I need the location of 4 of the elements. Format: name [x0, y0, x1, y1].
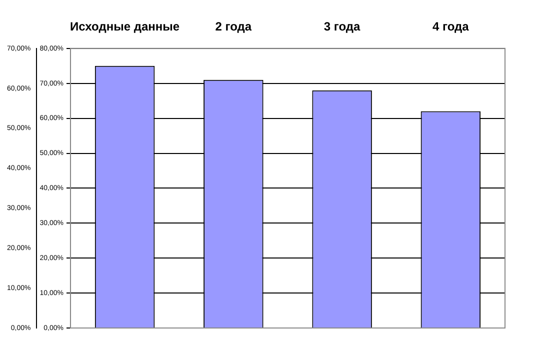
- x-tick-label: 3 года: [324, 20, 361, 34]
- x-tick-label: Исходные данные: [70, 20, 180, 34]
- x-tick-label: 2 года: [215, 20, 252, 34]
- x-tick-label: 4 года: [432, 20, 470, 34]
